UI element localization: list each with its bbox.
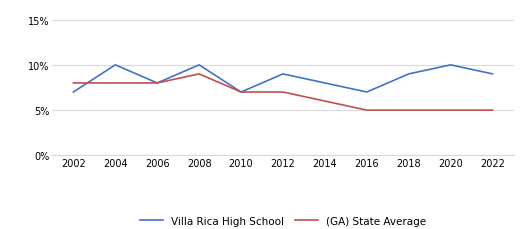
(GA) State Average: [364, 109, 370, 112]
(GA) State Average: [447, 109, 454, 112]
(GA) State Average: [489, 109, 496, 112]
Villa Rica High School: [70, 91, 77, 94]
(GA) State Average: [238, 91, 244, 94]
Villa Rica High School: [280, 73, 286, 76]
Villa Rica High School: [322, 82, 328, 85]
Villa Rica High School: [154, 82, 160, 85]
(GA) State Average: [322, 100, 328, 103]
Villa Rica High School: [489, 73, 496, 76]
(GA) State Average: [70, 82, 77, 85]
Villa Rica High School: [406, 73, 412, 76]
(GA) State Average: [406, 109, 412, 112]
Villa Rica High School: [238, 91, 244, 94]
(GA) State Average: [112, 82, 118, 85]
Line: Villa Rica High School: Villa Rica High School: [73, 65, 493, 93]
(GA) State Average: [196, 73, 202, 76]
(GA) State Average: [154, 82, 160, 85]
Villa Rica High School: [364, 91, 370, 94]
Line: (GA) State Average: (GA) State Average: [73, 75, 493, 111]
Villa Rica High School: [196, 64, 202, 67]
Villa Rica High School: [447, 64, 454, 67]
(GA) State Average: [280, 91, 286, 94]
Legend: Villa Rica High School, (GA) State Average: Villa Rica High School, (GA) State Avera…: [140, 215, 426, 226]
Villa Rica High School: [112, 64, 118, 67]
